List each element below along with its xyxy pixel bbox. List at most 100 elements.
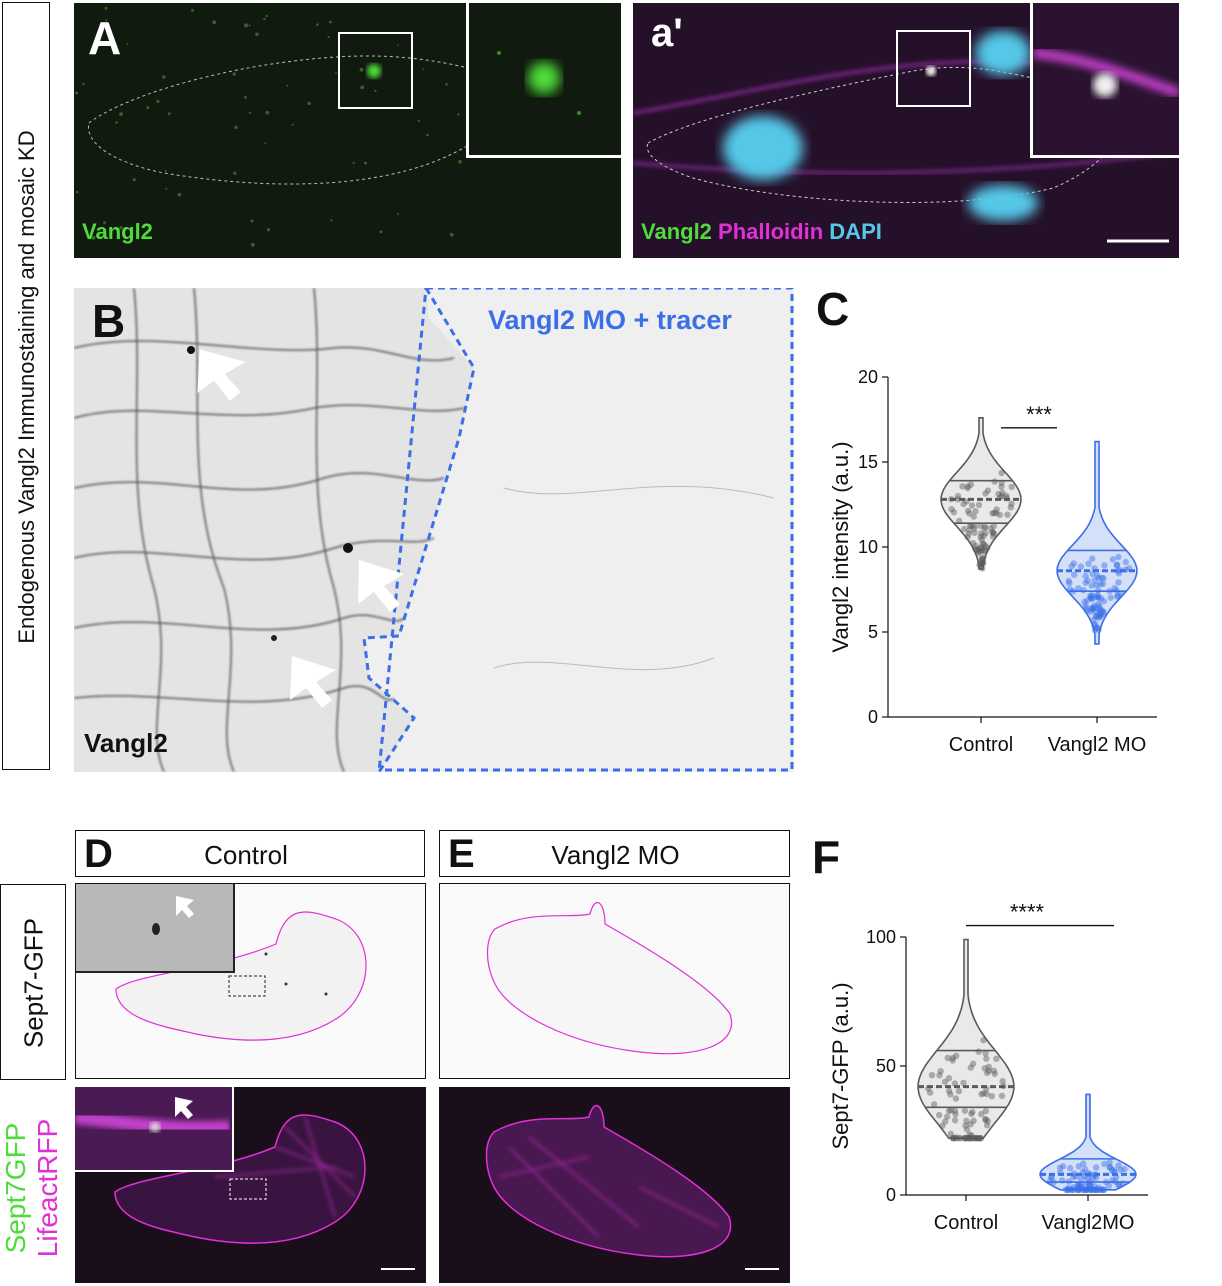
- data-point: [1085, 560, 1092, 567]
- data-point: [982, 547, 989, 554]
- x-tick-label: Vangl2 MO: [1048, 734, 1147, 756]
- data-point: [983, 1122, 991, 1129]
- data-point: [949, 1135, 956, 1142]
- data-point: [951, 1117, 959, 1124]
- data-point: [1098, 612, 1105, 619]
- data-point: [1077, 1183, 1085, 1190]
- data-point: [988, 1093, 995, 1100]
- data-point: [965, 1135, 972, 1142]
- data-point: [1068, 563, 1075, 570]
- data-point: [967, 1121, 974, 1128]
- data-point: [973, 1135, 980, 1142]
- data-point: [975, 546, 982, 553]
- data-point: [1115, 1181, 1122, 1188]
- data-point: [952, 1095, 960, 1102]
- data-point: [941, 1078, 949, 1085]
- panel-a-prime-inset: [1030, 3, 1179, 158]
- y-tick-label: 100: [866, 927, 896, 947]
- data-point: [1075, 1186, 1082, 1193]
- data-point: [965, 1135, 973, 1142]
- data-point: [993, 1055, 1000, 1062]
- panel-b-letter: B: [92, 295, 126, 347]
- panel-b-image: B Vangl2 MO + tracer Vangl2: [74, 288, 794, 772]
- data-point: [1101, 1160, 1108, 1168]
- data-point: [1089, 1174, 1096, 1182]
- data-point: [1082, 1182, 1089, 1189]
- data-point: [966, 1131, 973, 1138]
- data-point: [977, 544, 985, 551]
- violin-0: [940, 417, 1022, 570]
- data-point: [967, 1064, 974, 1071]
- data-point: [1065, 577, 1072, 585]
- panel-a-image: A Vangl2: [74, 3, 621, 258]
- data-point: [1092, 1186, 1099, 1193]
- data-point: [1082, 602, 1090, 609]
- nucleus: [975, 31, 1031, 75]
- data-point: [980, 1037, 987, 1044]
- data-point: [963, 1126, 971, 1133]
- data-point: [1096, 611, 1103, 618]
- data-point: [966, 510, 973, 517]
- data-point: [1088, 582, 1095, 589]
- data-point: [1091, 604, 1098, 612]
- panel-a-channel-label: Vangl2: [82, 219, 153, 244]
- data-point: [930, 1101, 938, 1108]
- data-point: [981, 547, 988, 555]
- data-point: [999, 1078, 1006, 1085]
- panel-e-letter: E: [448, 832, 475, 876]
- data-point: [961, 1107, 969, 1114]
- data-point: [989, 510, 996, 517]
- data-point: [1121, 1165, 1128, 1173]
- data-point: [967, 1135, 974, 1142]
- x-tick-label: Control: [949, 734, 1013, 756]
- data-point: [1098, 574, 1106, 582]
- data-point: [1091, 602, 1098, 609]
- data-point: [998, 483, 1005, 490]
- data-point: [960, 1079, 967, 1087]
- row-label-sept7-text: Sept7-GFP: [18, 917, 49, 1049]
- data-point: [1004, 511, 1011, 518]
- data-point: [1087, 1186, 1094, 1193]
- x-tick-label: Control: [934, 1212, 998, 1234]
- data-point: [979, 565, 986, 572]
- data-point: [1100, 575, 1107, 582]
- data-point: [963, 1135, 970, 1142]
- data-point: [978, 1091, 985, 1098]
- nucleus: [723, 116, 803, 180]
- data-point: [1100, 608, 1107, 616]
- data-point: [977, 1135, 984, 1142]
- data-point: [1087, 608, 1094, 615]
- data-point: [1099, 1186, 1106, 1193]
- channel-vangl2: Vangl2: [641, 219, 712, 244]
- data-point: [1080, 1186, 1087, 1193]
- panel-d-header: D Control: [75, 830, 425, 877]
- data-point: [1091, 622, 1098, 629]
- data-point: [956, 1135, 963, 1142]
- data-point: [961, 1135, 968, 1142]
- cell-outline: [646, 66, 1121, 203]
- y-tick-label: 20: [858, 367, 878, 387]
- data-point: [1065, 1185, 1072, 1192]
- data-point: [1094, 591, 1101, 599]
- data-point: [1092, 620, 1099, 628]
- data-point: [996, 511, 1004, 519]
- data-point: [947, 1130, 955, 1138]
- data-point: [1089, 604, 1096, 612]
- data-point: [1093, 624, 1100, 632]
- data-point: [1096, 603, 1103, 610]
- data-point: [970, 1117, 977, 1124]
- significance-label: ****: [1010, 900, 1045, 925]
- data-point: [1096, 613, 1104, 621]
- data-point: [977, 562, 984, 569]
- row-label-merge-magenta: LifeactRFP: [32, 1118, 63, 1258]
- data-point: [945, 1075, 953, 1082]
- data-point: [1081, 598, 1088, 606]
- side-label: Endogenous Vangl2 Immunostaining and mos…: [14, 130, 39, 644]
- data-point: [965, 530, 972, 537]
- data-point: [983, 1055, 990, 1062]
- data-point: [959, 483, 966, 490]
- significance-label: ***: [1026, 402, 1052, 427]
- data-point: [1090, 1186, 1097, 1193]
- data-point: [969, 1060, 977, 1067]
- data-point: [1075, 585, 1082, 592]
